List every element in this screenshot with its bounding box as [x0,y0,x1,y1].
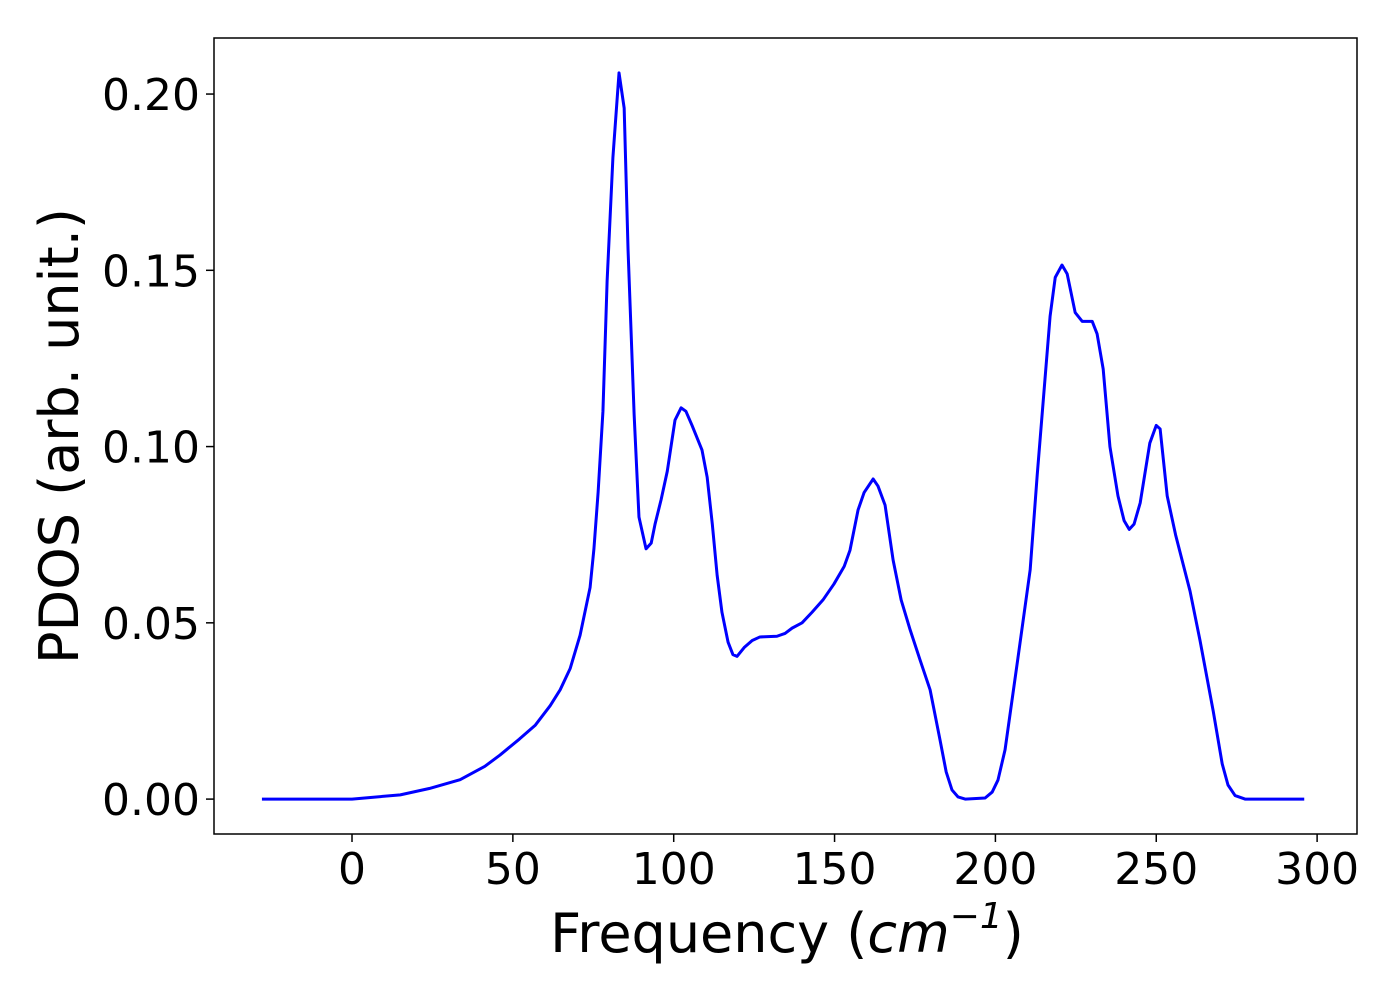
x-tick-label: 200 [953,844,1037,895]
data-line [261,71,1305,801]
x-tick-label: 0 [338,844,366,895]
y-tick-label: 0.20 [102,70,200,121]
x-label-exponent: −1 [950,896,1003,937]
x-tick-label: 150 [793,844,877,895]
x-tick-label: 250 [1114,844,1198,895]
x-tick-label: 50 [485,844,541,895]
y-axis-label: PDOS (arb. unit.) [28,208,91,664]
y-tick-label: 0.10 [102,423,200,474]
x-axis-label: Frequency (cm−1) [550,896,1024,965]
x-tick-label: 100 [632,844,716,895]
y-tick-label: 0.05 [102,599,200,650]
x-label-text: Frequency ( [550,902,867,965]
x-tick-label: 300 [1275,844,1359,895]
x-label-close: ) [1003,902,1024,965]
y-tick-label: 0.00 [102,775,200,826]
y-tick-label: 0.15 [102,246,200,297]
plot-frame [213,37,1358,835]
x-label-unit: cm [867,902,949,965]
